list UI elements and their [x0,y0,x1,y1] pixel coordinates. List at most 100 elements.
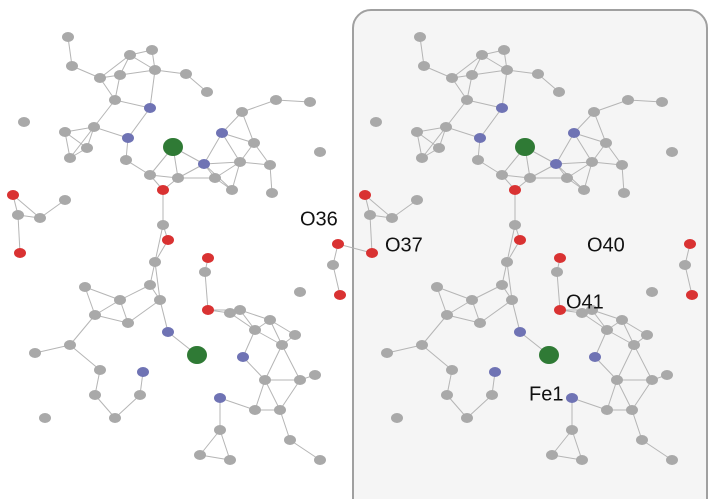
atom-label: O41 [566,291,604,313]
carbon-atom [646,287,658,297]
carbon-atom [578,185,590,195]
carbon-atom [601,325,613,335]
bond [282,345,300,380]
carbon-atom [94,365,106,375]
carbon-atom [109,413,121,423]
carbon-atom [441,310,453,320]
carbon-atom [114,70,126,80]
bond [128,108,150,138]
carbon-atom [62,32,74,42]
carbon-atom [461,95,473,105]
carbon-atom [264,160,276,170]
carbon-atom [249,405,261,415]
carbon-atom [172,173,184,183]
carbon-atom [39,413,51,423]
carbon-atom [284,435,296,445]
carbon-atom [304,97,316,107]
carbon-atom [309,370,321,380]
carbon-atom [64,153,76,163]
carbon-atom [546,450,558,460]
carbon-atom [576,455,588,465]
carbon-atom [679,260,691,270]
carbon-atom [551,267,563,277]
oxygen-atom [686,290,698,300]
carbon-atom [661,370,673,380]
nitrogen-atom [237,352,249,362]
carbon-atom [134,390,146,400]
page: O36 O37 O40 O41 Fe1 (() => { const data … [0,0,710,499]
carbon-atom [12,210,24,220]
carbon-atom [224,308,236,318]
carbon-atom [149,257,161,267]
oxygen-atom [684,239,696,249]
carbon-atom [586,157,598,167]
bond [280,380,300,410]
oxygen-atom [157,185,169,195]
carbon-atom [418,61,430,71]
bond [204,133,222,164]
carbon-atom [646,375,658,385]
carbon-atom [616,315,628,325]
nitrogen-atom [489,367,501,377]
carbon-atom [89,390,101,400]
carbon-atom [248,138,260,148]
carbon-atom [496,170,508,180]
carbon-atom [146,45,158,55]
oxygen-atom [366,248,378,258]
oxygen-atom [359,190,371,200]
carbon-atom [114,295,126,305]
carbon-atom [414,32,426,42]
carbon-atom [266,188,278,198]
carbon-atom [501,65,513,75]
bond [70,315,95,345]
carbon-atom [79,282,91,292]
carbon-atom [506,295,518,305]
carbon-atom [532,69,544,79]
carbon-atom [259,375,271,385]
nitrogen-atom [144,103,156,113]
carbon-atom [566,425,578,435]
carbon-atom [498,45,510,55]
nitrogen-atom [216,128,228,138]
carbon-atom [496,280,508,290]
carbon-atom [149,65,161,75]
carbon-atom [666,147,678,157]
carbon-atom [440,122,452,132]
carbon-atom [124,50,136,60]
oxygen-atom [14,248,26,258]
structure-figure: O36 O37 O40 O41 Fe1 [0,0,710,499]
carbon-atom [276,340,288,350]
nitrogen-atom [568,128,580,138]
carbon-atom [214,425,226,435]
bond [128,300,160,323]
carbon-atom [446,73,458,83]
carbon-atom [416,340,428,350]
carbon-atom [66,61,78,71]
iron-atom [163,138,183,156]
oxygen-atom [162,235,174,245]
nitrogen-atom [474,133,486,143]
carbon-atom [264,315,276,325]
oxygen-atom [554,253,566,263]
atom-label: O37 [385,234,423,256]
carbon-atom [476,50,488,60]
carbon-atom [622,95,634,105]
bond [150,70,155,108]
carbon-atom [364,210,376,220]
carbon-atom [88,122,100,132]
carbon-atom [472,155,484,165]
iron-atom [187,346,207,364]
carbon-atom [628,340,640,350]
carbon-atom [486,390,498,400]
carbon-atom [201,87,213,97]
carbon-atom [294,375,306,385]
carbon-atom [656,97,668,107]
carbon-atom [180,69,192,79]
carbon-atom [666,455,678,465]
carbon-atom [122,318,134,328]
carbon-atom [327,260,339,270]
atom-label: O40 [587,234,625,256]
carbon-atom [636,435,648,445]
bond [70,127,94,158]
carbon-atom [601,405,613,415]
